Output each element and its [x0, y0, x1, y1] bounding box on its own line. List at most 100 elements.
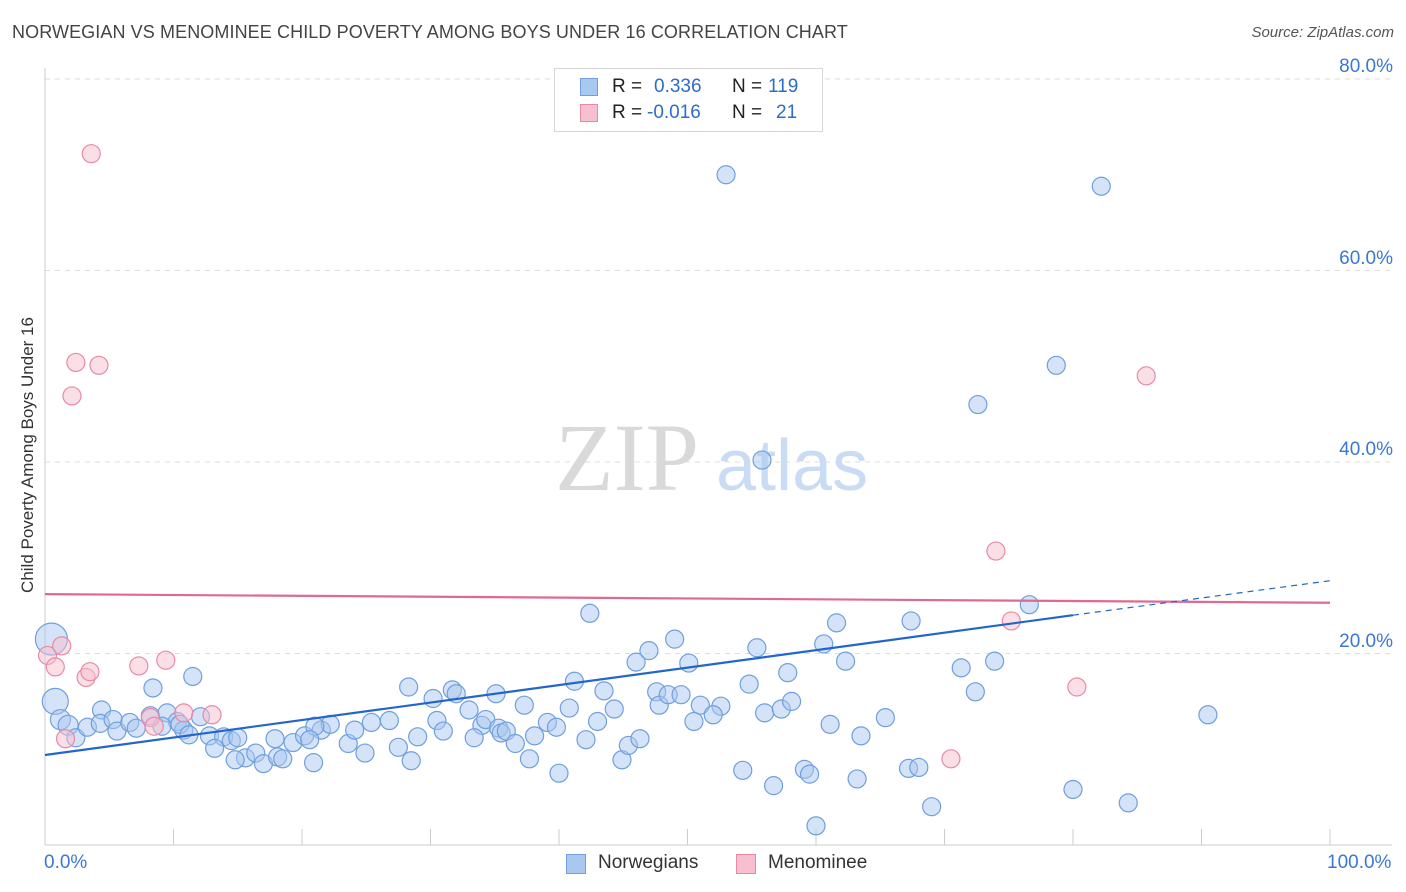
norwegians-point [300, 730, 320, 750]
legend-r-value: 0.336 [654, 76, 702, 97]
norwegians-point [951, 658, 971, 678]
norwegians-point [345, 720, 365, 740]
legend-swatch-norwegians [566, 854, 586, 874]
norwegians-point [265, 729, 285, 749]
menominee-point [55, 729, 76, 749]
norwegians-point [1198, 705, 1218, 725]
axes [44, 68, 1392, 846]
legend-r-label: R = [612, 102, 643, 123]
legend-label-menominee: Menominee [768, 852, 868, 873]
norwegians-point [423, 688, 443, 709]
norwegians-point [875, 708, 895, 728]
norwegians-point [684, 711, 704, 732]
norwegians-point [763, 776, 784, 796]
menominee-point [144, 716, 164, 736]
norwegians-point [985, 651, 1005, 671]
menominee-point [156, 650, 176, 670]
menominee-point [1136, 366, 1156, 386]
gridlines [45, 78, 1392, 654]
menominee-point [1067, 677, 1087, 697]
menominee-trend-line [44, 593, 1331, 604]
norwegians-point [847, 769, 867, 789]
menominee-point [174, 703, 194, 723]
norwegians-point [922, 797, 942, 817]
legend-n-value: 21 [776, 102, 798, 123]
norwegians-point [401, 751, 421, 771]
menominee-point [129, 656, 149, 676]
norwegians-point [826, 613, 847, 633]
menominee-point [941, 749, 961, 769]
norwegians-point [1091, 176, 1111, 196]
norwegians-point [1019, 595, 1039, 615]
menominee-point [81, 144, 101, 164]
norwegians-trend-extension [1072, 580, 1331, 616]
menominee-point [1001, 611, 1021, 631]
legend-swatch-menominee [580, 104, 598, 122]
legend-r-value: -0.016 [647, 102, 701, 123]
norwegians-point [716, 165, 736, 185]
norwegians-point [546, 717, 567, 737]
norwegians-point [1118, 793, 1138, 813]
legend-r-label: R = [612, 76, 643, 97]
menominee-point [80, 662, 100, 682]
norwegians-point [671, 685, 691, 705]
legend-n-label: N = [732, 76, 763, 97]
norwegians-trend-line [44, 614, 1074, 757]
norwegians-point [799, 764, 820, 784]
menominee-point [52, 636, 72, 656]
norwegians-point [1063, 779, 1083, 800]
norwegians-point [408, 727, 428, 747]
norwegians-point [205, 738, 225, 758]
norwegians-point [626, 652, 646, 672]
legend-swatch-norwegians [580, 78, 598, 96]
norwegians-point [143, 678, 163, 698]
norwegians-point [781, 691, 802, 711]
norwegians-point [388, 737, 408, 757]
norwegians-point [549, 763, 569, 783]
norwegians-point [225, 750, 245, 770]
legend-n-label: N = [732, 102, 763, 123]
norwegians-point [228, 728, 248, 748]
norwegians-point [594, 681, 614, 701]
norwegians-point [806, 816, 826, 836]
norwegians-point [909, 757, 929, 778]
norwegians-point [399, 677, 419, 697]
y-tick-label: 80.0% [1339, 56, 1393, 77]
norwegians-point [630, 729, 650, 749]
norwegians-point [303, 753, 324, 773]
y-axis-label: Child Poverty Among Boys Under 16 [18, 317, 37, 593]
legend-n-value: 119 [768, 76, 799, 97]
norwegians-point [514, 695, 534, 715]
norwegians-point [580, 603, 600, 623]
chart-title: NORWEGIAN VS MENOMINEE CHILD POVERTY AMO… [12, 22, 848, 42]
norwegians-point [835, 651, 856, 671]
y-tick-label: 40.0% [1339, 439, 1393, 460]
x-tick-label-max: 100.0% [1327, 852, 1392, 873]
norwegians-point [754, 703, 775, 723]
norwegians-point [965, 682, 985, 702]
norwegians-point [851, 726, 871, 746]
menominee-points [37, 144, 1156, 769]
x-tick-label-min: 0.0% [44, 852, 88, 873]
menominee-point [202, 705, 222, 725]
norwegians-point [433, 721, 453, 741]
norwegians-point [559, 698, 579, 718]
menominee-point [986, 541, 1006, 561]
legend-swatch-menominee [736, 854, 756, 874]
norwegians-point [1046, 355, 1066, 375]
norwegians-point [604, 699, 624, 719]
legend-label-norwegians: Norwegians [598, 852, 699, 873]
norwegians-point [639, 641, 659, 661]
norwegians-point [968, 394, 988, 415]
norwegians-point [379, 710, 399, 731]
norwegians-point [519, 749, 540, 769]
norwegians-point [183, 666, 203, 687]
menominee-point [62, 386, 82, 406]
menominee-point [45, 657, 65, 677]
norwegians-point [505, 733, 525, 754]
trend-lines [44, 580, 1331, 757]
y-tick-label: 60.0% [1339, 247, 1393, 269]
norwegians-point [733, 760, 753, 780]
y-tick-label: 20.0% [1339, 630, 1393, 652]
